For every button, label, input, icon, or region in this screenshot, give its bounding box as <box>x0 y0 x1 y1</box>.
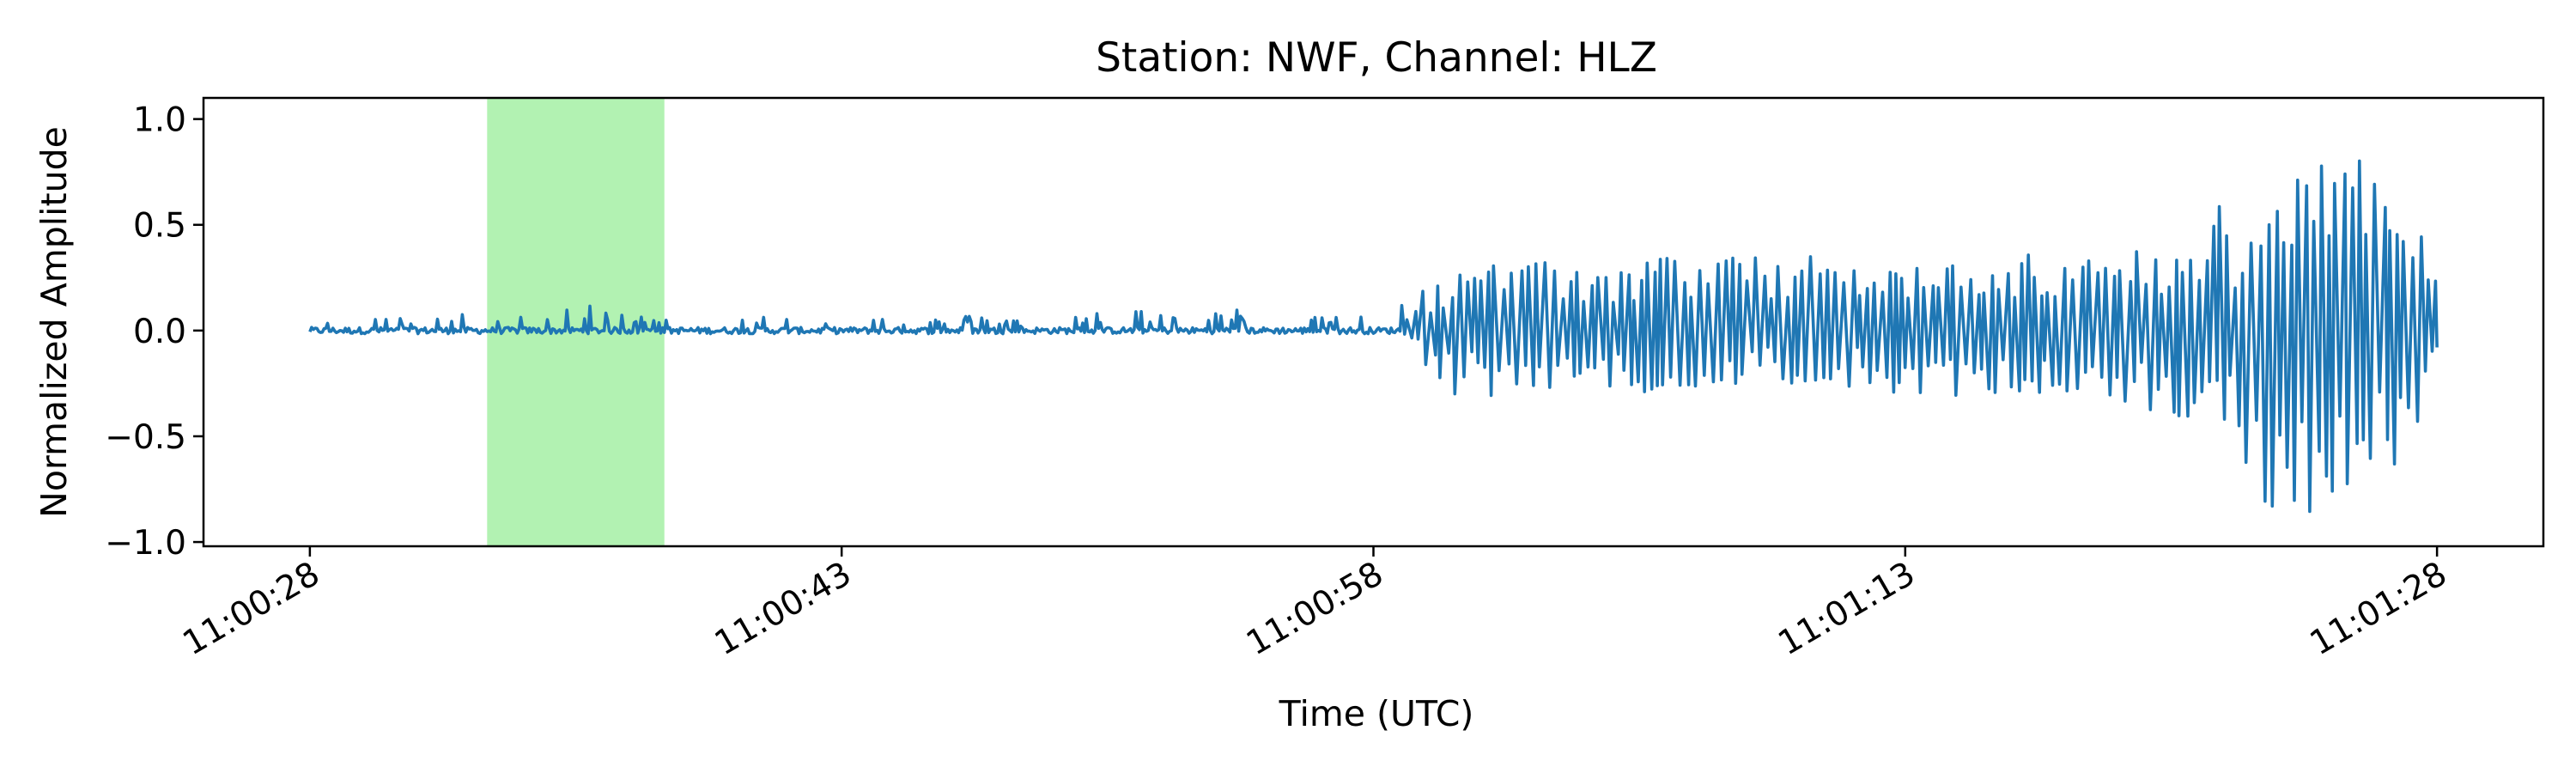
y-tick-label: 0.5 <box>133 207 186 246</box>
y-tick-label: −0.5 <box>105 418 186 457</box>
x-axis-label: Time (UTC) <box>1279 693 1474 734</box>
y-tick-label: 1.0 <box>133 101 186 140</box>
y-axis: −1.0 −0.5 0.0 0.5 1.0 <box>105 101 204 563</box>
plot-area <box>202 96 2545 548</box>
y-tick-label: −1.0 <box>105 524 186 563</box>
waveform-series-line <box>308 159 2439 514</box>
y-tick-label: 0.0 <box>133 313 186 351</box>
y-axis-label: Normalized Amplitude <box>33 126 75 518</box>
chart-title: Station: NWF, Channel: HLZ <box>1096 34 1657 82</box>
highlight-span <box>487 98 665 546</box>
